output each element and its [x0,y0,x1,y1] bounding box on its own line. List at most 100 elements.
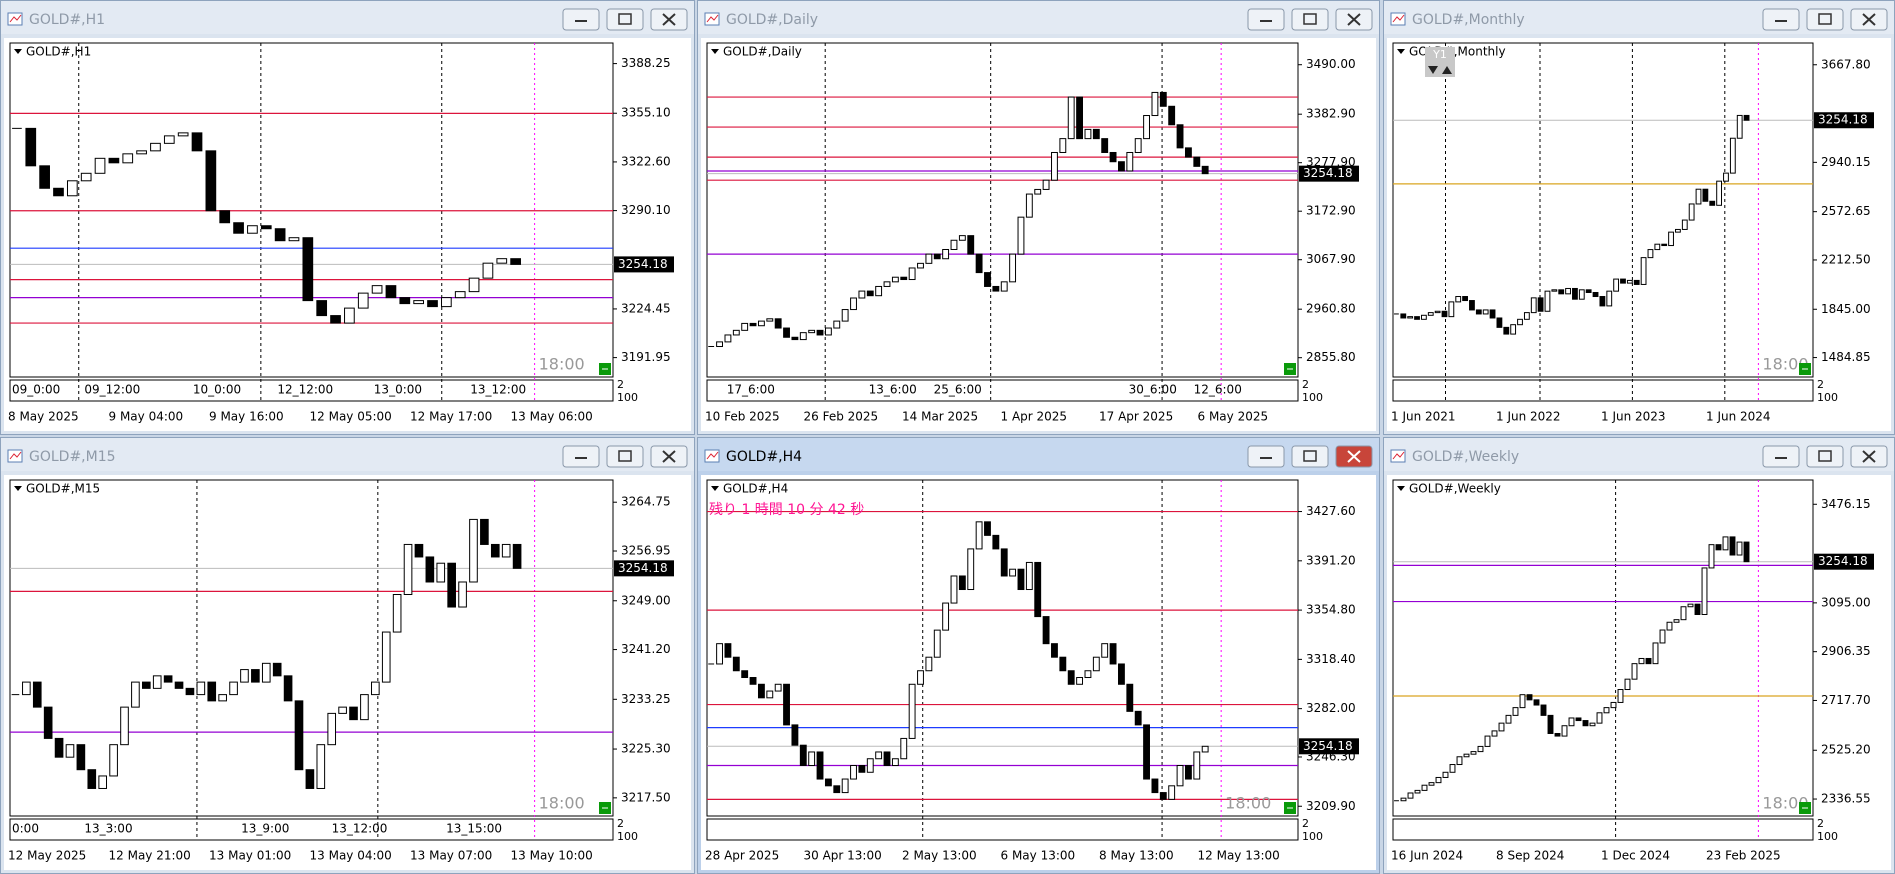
maximize-button[interactable] [1291,8,1329,31]
window-icon-line [9,14,22,23]
candle [480,518,489,545]
candle [108,157,120,164]
separator-label: 13_9:00 [241,822,289,836]
candle [875,751,883,760]
x-date-label: 12 May 21:00 [109,849,191,863]
time-left: 18:00 [539,355,585,374]
candle [900,737,908,760]
candle [1617,689,1624,703]
window-icon-line [1392,451,1405,460]
candle [403,543,413,596]
maximize-button[interactable] [1291,445,1329,468]
x-date-label: 12 May 13:00 [1198,849,1280,863]
candle [749,322,757,327]
price-tag-label: 3254.18 [1303,739,1353,753]
sub-scale-bottom: 100 [617,830,638,843]
candle [1702,188,1709,202]
maximize-button[interactable] [606,445,644,468]
x-date-label: 1 Apr 2025 [1001,410,1068,424]
candle [1470,751,1477,755]
candle [1603,707,1610,714]
maximize-button[interactable] [1806,445,1844,468]
x-date-label: 1 Dec 2024 [1601,849,1670,863]
candle [774,318,782,329]
candle [917,262,924,269]
x-date-label: 17 Apr 2025 [1099,410,1173,424]
candle [850,297,857,311]
candle [1407,792,1414,799]
minimize-button[interactable] [1762,445,1800,468]
candle [219,210,231,224]
y-tick-label: 3290.10 [621,203,671,217]
candle [1143,115,1150,140]
minimize-button[interactable] [562,445,600,468]
y-tick-label: 3354.80 [1306,603,1356,617]
candle [1176,765,1184,787]
chart-label: GOLD#,M15 [26,482,100,496]
window-title: GOLD#,Daily [726,12,818,28]
separator-label: 0:00 [12,822,39,836]
chart-label: GOLD#,Monthly [1409,45,1506,59]
maximize-button[interactable] [606,8,644,31]
candle [841,778,849,794]
candle [54,737,64,758]
y-tick-label: 1484.85 [1821,350,1871,364]
minimize-button[interactable] [562,8,600,31]
x-date-label: 13 May 06:00 [511,410,593,424]
candle [716,341,723,348]
candle [1666,621,1673,631]
y-tick-label: 2212.50 [1821,252,1871,266]
candle [360,694,369,721]
candle [1184,765,1192,780]
candle [757,683,765,699]
x-date-label: 6 May 2025 [1198,410,1269,424]
chart-background [701,475,1376,870]
candle [316,744,326,789]
x-date-label: 8 May 13:00 [1099,849,1174,863]
candle [1510,324,1517,335]
candle [925,253,933,264]
main-plot [9,479,614,817]
candle [327,712,337,746]
candle [163,135,175,144]
candle [1484,735,1491,747]
candle [1694,603,1701,616]
sub-scale-bottom: 100 [1817,830,1838,843]
candle [1009,253,1017,283]
candle [1407,316,1414,319]
candle [136,150,147,155]
minimize-button[interactable] [1247,445,1285,468]
window-icon [1390,449,1406,463]
label-arrow [14,486,22,491]
candle [1715,544,1722,551]
separator-label: 12_12:00 [277,383,333,397]
candle [1017,216,1025,255]
candle [1647,249,1654,259]
window-title: GOLD#,Monthly [1412,12,1525,28]
candle [1059,138,1067,153]
candle [1442,771,1449,778]
y-tick-label: 3172.90 [1306,204,1356,218]
window-title: GOLD#,M15 [29,449,116,465]
y-tick-label: 2960.80 [1306,302,1356,316]
window-title: GOLD#,H4 [726,449,802,465]
time-left: 18:00 [1225,794,1271,813]
candle [436,562,446,583]
maximize-button[interactable] [1806,8,1844,31]
sub-plot [1392,818,1814,841]
candle [512,543,522,569]
candle [344,307,355,324]
candle [22,681,31,696]
sub-scale-top: 2 [617,817,624,830]
chart-background [4,38,691,431]
candle [732,329,740,336]
minimize-button[interactable] [1247,8,1285,31]
candle [1151,778,1159,794]
candle [1592,291,1599,298]
y-tick-label: 3249.00 [621,593,671,607]
candle [468,277,480,293]
minimize-button[interactable] [1762,8,1800,31]
candle [1695,188,1702,205]
sub-scale-bottom: 100 [1302,391,1323,404]
